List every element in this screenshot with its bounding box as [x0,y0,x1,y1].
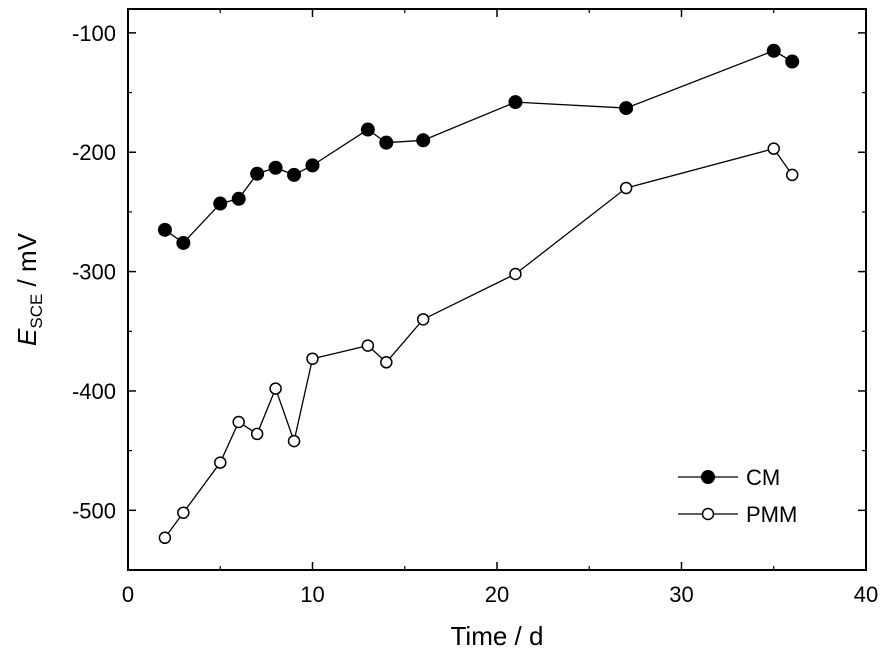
y-tick-label: -400 [72,379,116,404]
data-point-pmm [416,313,430,326]
data-point-cm [766,43,781,58]
data-point-pmm [509,267,522,281]
data-point-pmm [619,181,633,195]
data-point-pmm [232,415,245,429]
data-point-cm [231,191,246,206]
data-point-pmm [785,168,799,182]
x-tick-label: 40 [854,582,878,607]
data-point-pmm [380,356,393,369]
data-point-cm [250,166,265,181]
x-tick-label: 0 [122,582,134,607]
y-tick-label: -500 [72,498,116,523]
data-point-pmm [306,352,319,365]
y-axis-title-subscript: SCE [27,294,46,329]
legend-marker-cm [701,470,715,484]
data-point-cm [157,222,172,237]
data-point-pmm [361,339,375,352]
data-point-cm [379,135,394,150]
data-point-cm [213,196,228,211]
data-point-pmm [287,434,301,448]
data-point-cm [268,160,283,175]
x-axis-title: Time / d [451,621,544,651]
legend-entry-cm: CM [678,465,780,490]
data-point-cm [176,235,191,250]
x-tick-label: 30 [669,582,693,607]
x-tick-label: 20 [485,582,509,607]
data-point-cm [305,158,320,173]
legend-label-pmm: PMM [746,502,797,527]
data-point-pmm [214,456,227,469]
series-line-cm [164,50,793,244]
series-line-pmm [164,147,793,539]
data-point-pmm [767,142,780,155]
legend-marker-pmm [701,507,715,521]
data-point-pmm [269,382,282,395]
data-point-pmm [158,531,172,545]
data-point-pmm [177,506,190,519]
y-tick-label: -100 [72,21,116,46]
data-point-cm [416,133,431,148]
y-tick-label: -200 [72,140,116,165]
data-point-cm [508,95,523,110]
legend-entry-pmm: PMM [678,502,797,527]
data-point-cm [360,122,375,137]
data-point-pmm [250,427,264,441]
legend-label-cm: CM [746,465,780,490]
y-axis-title-unit: / mV [12,232,42,293]
data-point-cm [785,54,800,69]
x-tick-label: 10 [300,582,324,607]
data-point-cm [619,101,634,116]
data-point-cm [287,167,302,182]
y-axis-title-symbol: E [12,328,42,346]
y-axis-title: ESCE / mV [12,232,46,346]
y-tick-label: -300 [72,260,116,285]
